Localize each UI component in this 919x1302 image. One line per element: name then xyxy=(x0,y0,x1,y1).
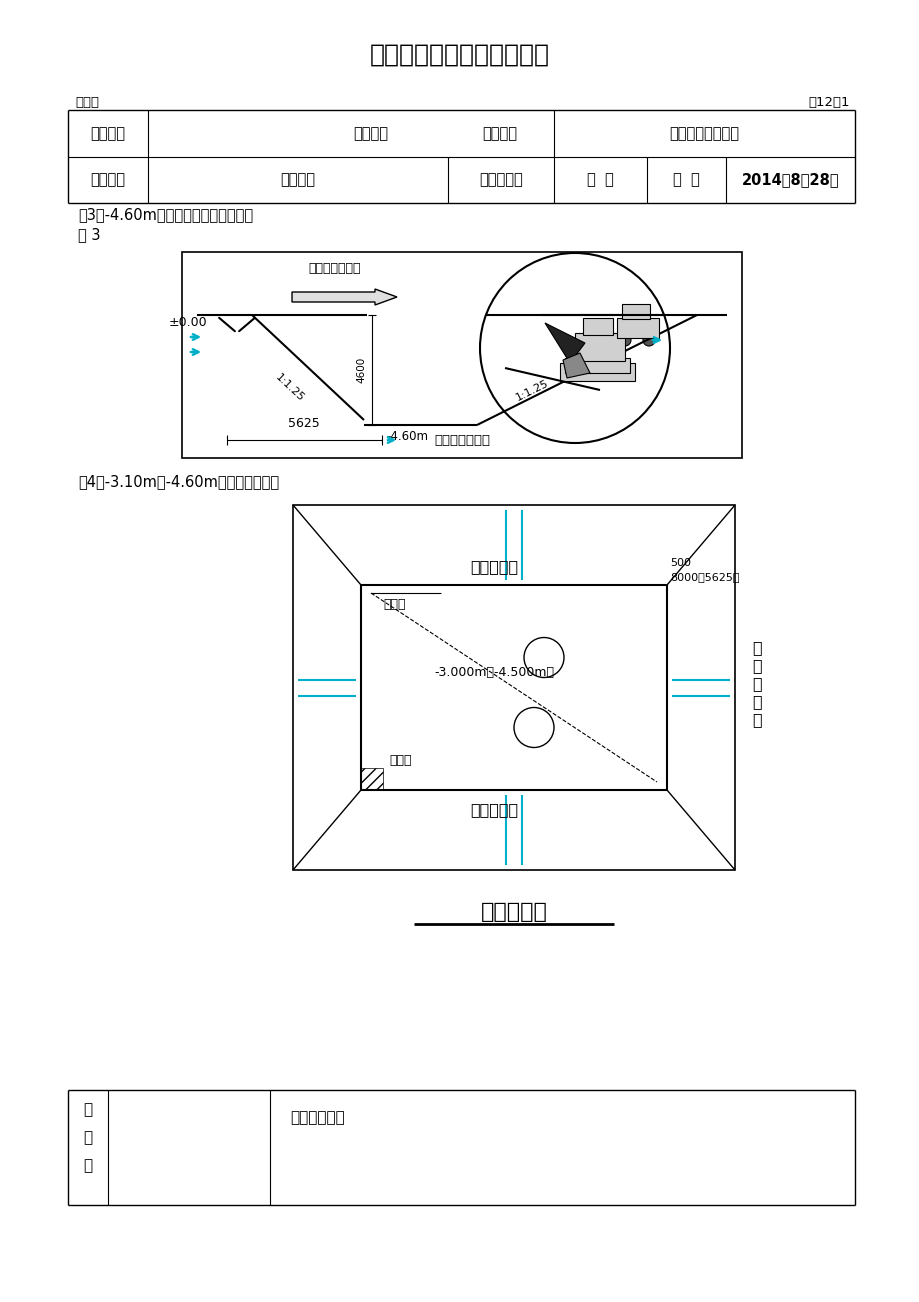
Text: 线: 线 xyxy=(752,712,761,727)
Text: 5625: 5625 xyxy=(288,417,320,430)
Text: 坑: 坑 xyxy=(752,676,761,691)
Bar xyxy=(574,333,624,361)
Polygon shape xyxy=(291,289,397,305)
Text: 边坡坑底线: 边坡坑底线 xyxy=(470,802,517,818)
Text: 人: 人 xyxy=(84,1159,93,1173)
Polygon shape xyxy=(544,323,584,363)
Bar xyxy=(182,253,742,458)
Bar xyxy=(621,303,650,319)
Text: 交: 交 xyxy=(84,1103,93,1117)
Text: 挖掘机后退挖土: 挖掘机后退挖土 xyxy=(308,262,360,275)
Text: 基础承台土方开挖: 基础承台土方开挖 xyxy=(669,126,739,141)
Text: 图4：-3.10m、-4.60m基坑开挖平面图: 图4：-3.10m、-4.60m基坑开挖平面图 xyxy=(78,474,278,490)
Text: 编号：: 编号： xyxy=(75,95,99,108)
Text: 土建施工队: 土建施工队 xyxy=(479,172,522,187)
Text: 施工部位: 施工部位 xyxy=(353,126,388,141)
Text: 接受交底人：: 接受交底人： xyxy=(289,1111,345,1125)
Bar xyxy=(360,585,666,790)
Text: 4600: 4600 xyxy=(356,357,366,383)
Text: 边坡坑底线: 边坡坑底线 xyxy=(470,560,517,574)
Text: 1:1.25: 1:1.25 xyxy=(273,372,306,404)
Text: -4.60m: -4.60m xyxy=(386,430,427,443)
Text: 集水坑: 集水坑 xyxy=(389,754,411,767)
Text: 放坡开挖示意图: 放坡开挖示意图 xyxy=(434,434,490,447)
Circle shape xyxy=(618,335,630,346)
Text: 日  期: 日 期 xyxy=(586,172,613,187)
Bar xyxy=(564,358,630,372)
Bar xyxy=(583,318,612,335)
Text: 排水沟: 排水沟 xyxy=(382,599,405,612)
Text: ±0.00: ±0.00 xyxy=(168,316,207,329)
Text: 2014年8月28日: 2014年8月28日 xyxy=(741,172,838,187)
Text: 日  期: 日 期 xyxy=(673,172,699,187)
Text: -3.000m（-4.500m）: -3.000m（-4.500m） xyxy=(434,667,553,680)
Text: 1:1.25: 1:1.25 xyxy=(514,378,550,402)
Text: 图3：-4.60m承台基坑放坡开挖示意图: 图3：-4.60m承台基坑放坡开挖示意图 xyxy=(78,207,253,223)
Text: 表12－1: 表12－1 xyxy=(808,95,849,108)
Text: 施工部位: 施工部位 xyxy=(482,126,517,141)
Text: 500: 500 xyxy=(669,559,690,568)
Text: 施工班组: 施工班组 xyxy=(280,172,315,187)
Bar xyxy=(617,318,658,339)
Text: 坡: 坡 xyxy=(752,658,761,673)
Polygon shape xyxy=(562,353,589,378)
Circle shape xyxy=(642,335,654,346)
Text: 底: 底 xyxy=(84,1130,93,1146)
Text: 8000（5625）: 8000（5625） xyxy=(669,572,739,582)
Bar xyxy=(560,363,634,381)
Text: 图 3: 图 3 xyxy=(78,228,100,242)
Bar xyxy=(360,768,382,790)
Text: 边: 边 xyxy=(752,641,761,655)
Text: 开挖平面图: 开挖平面图 xyxy=(480,902,547,922)
Bar xyxy=(292,505,734,870)
Text: 施工图号: 施工图号 xyxy=(90,172,125,187)
Text: 土方开挖施工技术交底记录: 土方开挖施工技术交底记录 xyxy=(369,43,550,66)
Text: 口: 口 xyxy=(752,694,761,710)
Text: 工程名称: 工程名称 xyxy=(90,126,125,141)
